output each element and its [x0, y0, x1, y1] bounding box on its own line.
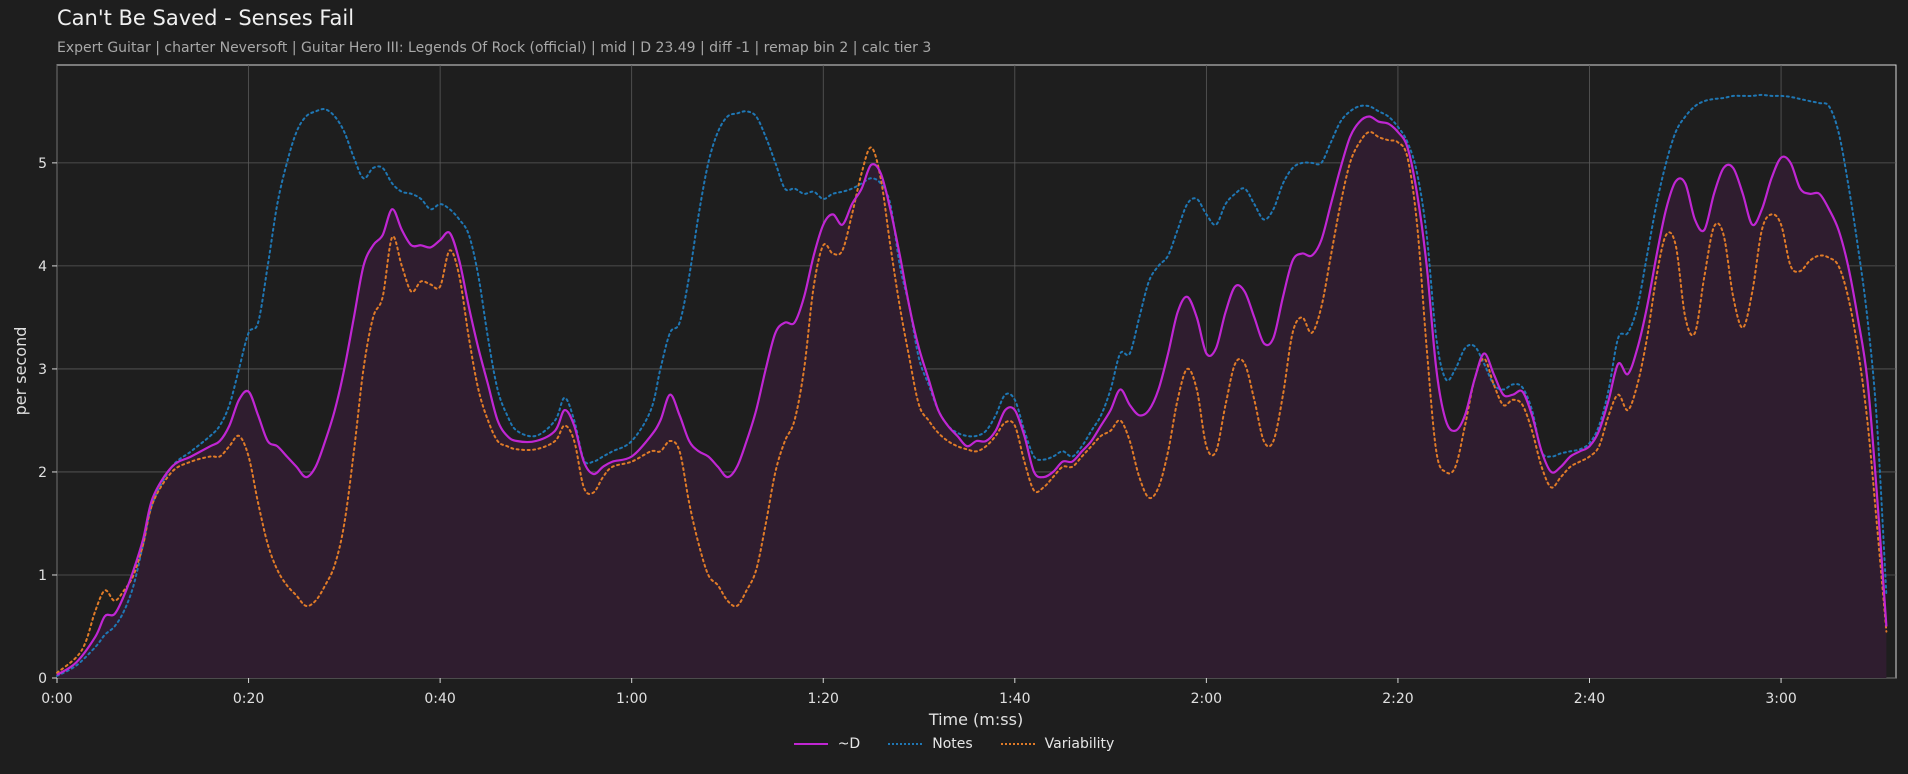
y-tick-label: 2 [38, 465, 47, 481]
chart-subtitle: Expert Guitar | charter Neversoft | Guit… [57, 40, 932, 56]
series-line-notes [56, 93, 1888, 677]
series-line-variability [56, 130, 1888, 674]
legend: ~D Notes Variability [0, 736, 1908, 752]
series-lines [56, 93, 1888, 677]
x-tick-label: 1:20 [808, 691, 839, 707]
y-tick-label: 1 [38, 568, 47, 584]
chart-title: Can't Be Saved - Senses Fail [57, 6, 355, 30]
legend-swatch-variability [1000, 743, 1035, 745]
x-tick-label: 2:40 [1574, 691, 1605, 707]
x-tick-label: 1:00 [616, 691, 647, 707]
axis-ticks: 0:00 0:20 0:40 1:00 1:20 1:40 2:00 2:20 2:40 3:00… [38, 156, 1797, 707]
legend-label-variability: Variability [1044, 736, 1115, 752]
legend-label-d: ~D [837, 736, 861, 752]
y-tick-label: 3 [38, 362, 47, 378]
x-tick-label: 3:00 [1765, 691, 1796, 707]
series-area-d [57, 116, 1887, 678]
legend-item-notes: Notes [888, 736, 973, 752]
y-tick-label: 4 [38, 259, 47, 275]
x-tick-label: 0:20 [233, 691, 264, 707]
x-tick-label: 2:00 [1191, 691, 1222, 707]
legend-item-d: ~D [793, 736, 861, 752]
x-tick-label: 0:00 [41, 691, 72, 707]
legend-item-variability: Variability [1000, 736, 1115, 752]
x-tick-label: 0:40 [424, 691, 455, 707]
legend-swatch-notes [888, 743, 923, 745]
x-tick-label: 2:20 [1382, 691, 1413, 707]
area-fill [57, 116, 1887, 678]
series-line-d [56, 115, 1888, 676]
x-axis-label: Time (m:ss) [928, 710, 1023, 729]
legend-swatch-d [793, 743, 828, 745]
legend-label-notes: Notes [932, 736, 973, 752]
x-tick-label: 1:40 [999, 691, 1030, 707]
y-tick-label: 5 [38, 156, 47, 172]
y-axis-label: per second [11, 327, 30, 416]
y-tick-label: 0 [38, 671, 47, 687]
